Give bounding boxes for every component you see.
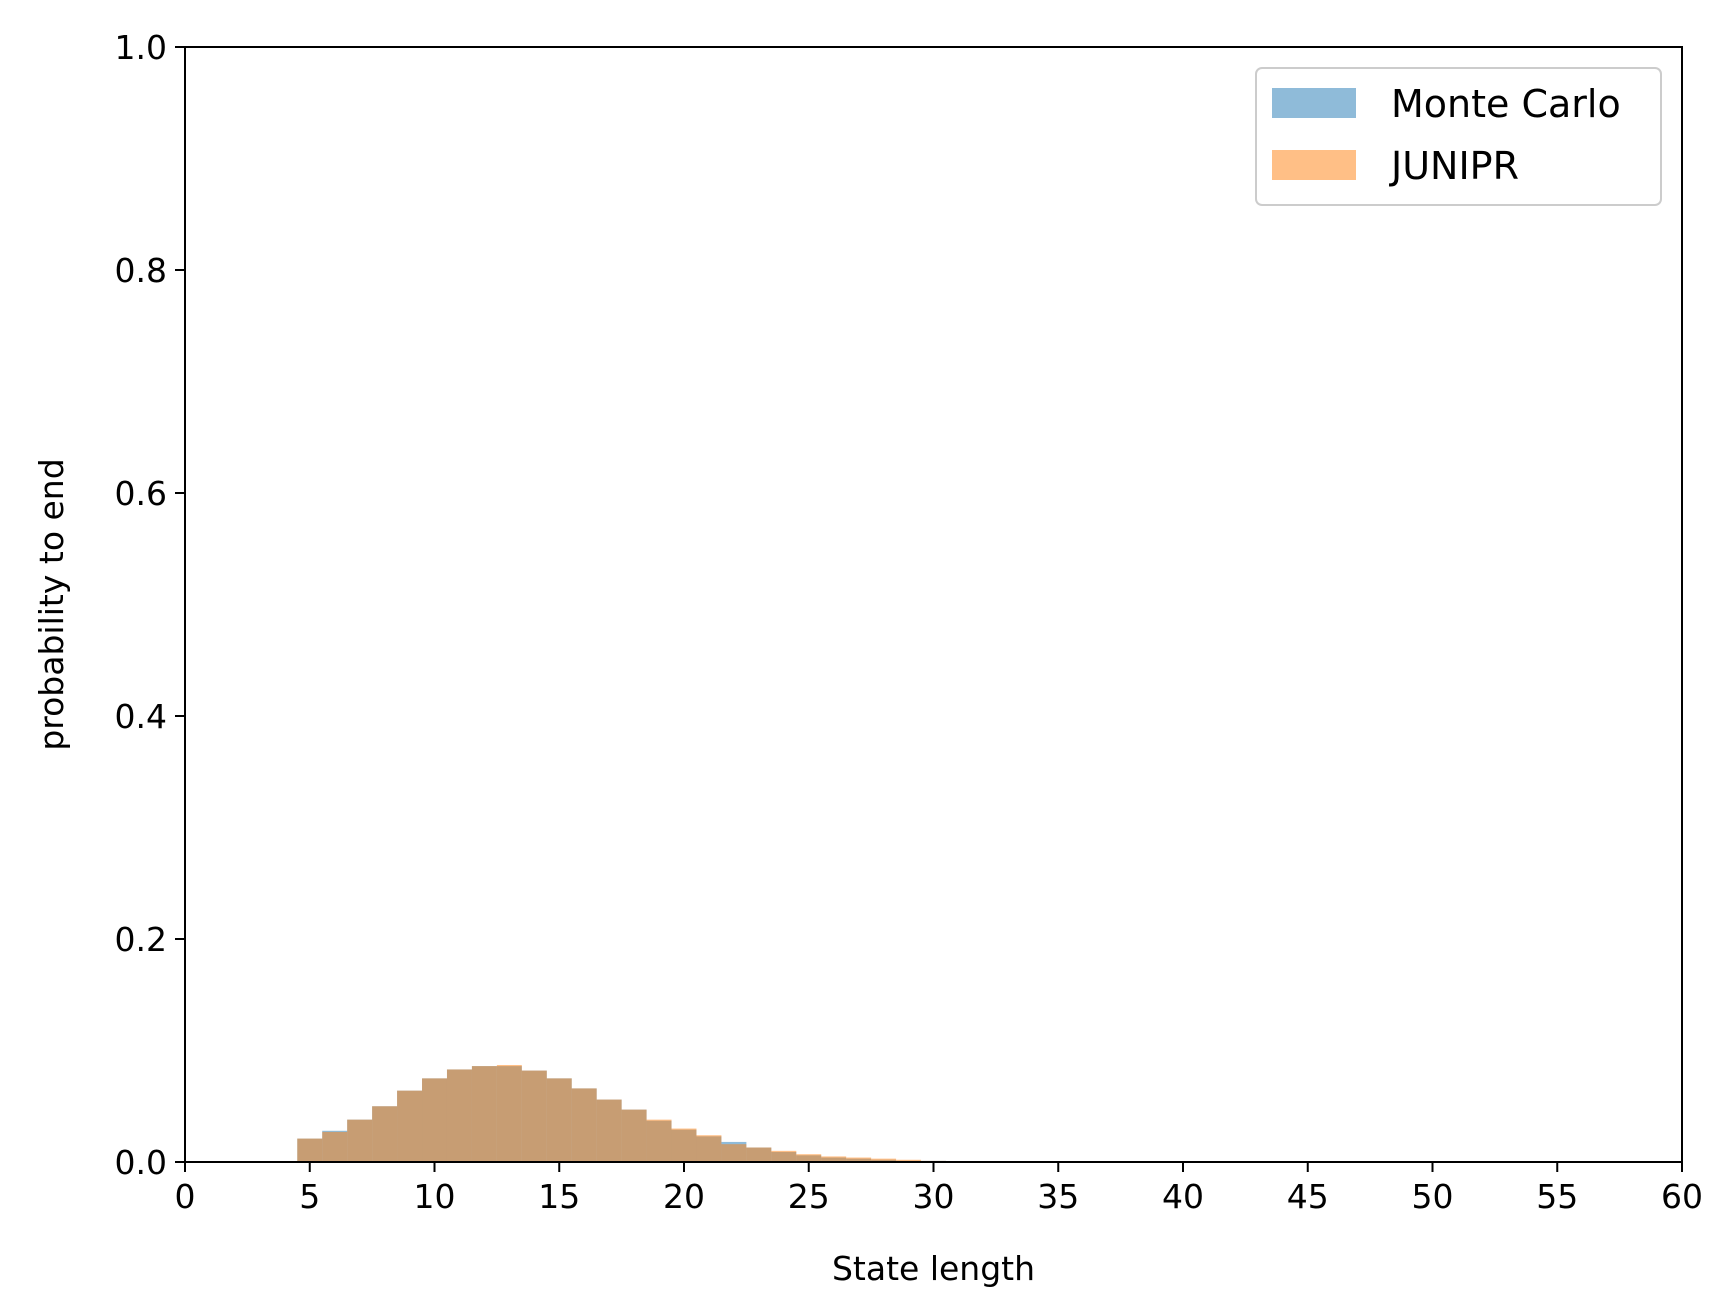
bar (621, 1109, 647, 1162)
legend-swatch-junipr (1272, 150, 1356, 180)
bar (546, 1078, 572, 1162)
bar (846, 1157, 872, 1162)
bar (397, 1090, 423, 1162)
x-axis-title: State length (832, 1249, 1035, 1288)
x-tick-label: 25 (788, 1177, 830, 1216)
y-axis-title: probability to end (32, 458, 71, 750)
x-tick-label: 40 (1162, 1177, 1204, 1216)
bar (746, 1147, 772, 1162)
x-tick-label: 15 (538, 1177, 580, 1216)
bar (322, 1131, 348, 1162)
bar (596, 1099, 622, 1162)
bar (646, 1119, 672, 1162)
y-tick-label: 0.6 (115, 474, 167, 513)
legend-box (1255, 67, 1662, 206)
legend: Monte Carlo JUNIPR (1255, 67, 1662, 206)
bar (796, 1154, 822, 1162)
x-tick-label: 55 (1536, 1177, 1578, 1216)
bar (471, 1066, 497, 1162)
x-tick-label: 0 (175, 1177, 196, 1216)
bar (571, 1088, 597, 1162)
y-tick-label: 0.2 (115, 920, 167, 959)
y-tick-label: 0.0 (115, 1143, 167, 1182)
x-tick-label: 35 (1037, 1177, 1079, 1216)
bar (446, 1069, 472, 1162)
bar (721, 1144, 747, 1162)
bar (696, 1135, 722, 1162)
legend-label-junipr: JUNIPR (1389, 144, 1519, 188)
y-tick-label: 0.8 (115, 251, 167, 290)
x-tick-label: 50 (1412, 1177, 1454, 1216)
bar (871, 1158, 897, 1162)
x-tick-label: 30 (913, 1177, 955, 1216)
x-tick-label: 45 (1287, 1177, 1329, 1216)
y-tick-label: 1.0 (115, 28, 167, 67)
bar (821, 1156, 847, 1162)
bar (771, 1150, 797, 1162)
x-tick-label: 60 (1661, 1177, 1703, 1216)
bar (671, 1128, 697, 1162)
x-tick-label: 10 (414, 1177, 456, 1216)
bars-layer (297, 1064, 946, 1162)
bar (297, 1138, 323, 1162)
bar (422, 1078, 447, 1162)
bar (372, 1106, 398, 1162)
bar (896, 1159, 922, 1162)
y-tick-label: 0.4 (115, 697, 167, 736)
y-axis: 0.0 0.2 0.4 0.6 0.8 1.0 (115, 28, 185, 1182)
series-1 (297, 1064, 946, 1162)
legend-swatch-monte-carlo (1272, 88, 1356, 118)
bar (521, 1070, 547, 1162)
bar (496, 1064, 522, 1162)
legend-label-monte-carlo: Monte Carlo (1391, 82, 1621, 126)
x-tick-label: 20 (663, 1177, 705, 1216)
x-tick-label: 5 (299, 1177, 320, 1216)
x-axis: 0 5 10 15 20 25 30 35 40 45 50 55 60 (175, 1162, 1703, 1216)
bar (347, 1119, 373, 1162)
